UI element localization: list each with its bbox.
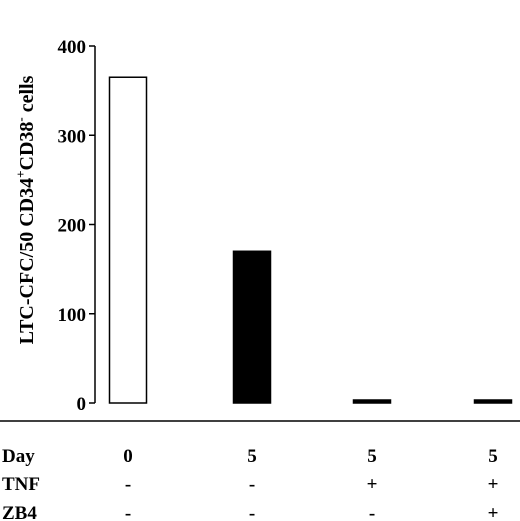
condition-cell: - <box>249 503 255 521</box>
condition-row-label: ZB4 <box>2 503 37 521</box>
condition-row-label: Day <box>2 446 35 467</box>
y-tick-label: 300 <box>58 126 87 147</box>
y-axis-title: LTC-CFC/50 CD34+CD38- cells <box>13 75 38 344</box>
condition-row-label: TNF <box>2 474 40 495</box>
condition-cell: 0 <box>123 446 133 467</box>
condition-cell: - <box>125 503 131 521</box>
y-axis-title-mid: CD38 <box>16 122 38 171</box>
y-tick-label: 100 <box>58 305 87 326</box>
y-tick-label: 200 <box>58 216 87 237</box>
condition-table: Day 0 5 5 5 TNF - - + + ZB4 - - - + <box>2 446 498 521</box>
y-axis: 0 100 200 300 400 <box>58 37 96 415</box>
condition-cell: + <box>488 503 499 521</box>
y-axis-title-end: cells <box>16 75 38 117</box>
condition-cell: 5 <box>247 446 257 467</box>
bar <box>232 250 272 404</box>
y-axis-title-main: LTC-CFC/50 CD34 <box>16 178 38 345</box>
condition-cell: 5 <box>367 446 377 467</box>
y-tick-label: 0 <box>77 394 87 415</box>
bar <box>352 399 392 404</box>
condition-cell: + <box>488 474 499 495</box>
y-axis-title-sup2: - <box>13 117 28 121</box>
condition-cell: - <box>249 474 255 495</box>
bar <box>473 399 513 404</box>
y-axis-title-sup1: + <box>13 170 28 177</box>
bars <box>108 76 513 404</box>
condition-cell: - <box>369 503 375 521</box>
condition-cell: - <box>125 474 131 495</box>
condition-cell: 5 <box>488 446 498 467</box>
bar <box>108 76 148 404</box>
y-tick-label: 400 <box>58 37 87 58</box>
condition-cell: + <box>367 474 378 495</box>
